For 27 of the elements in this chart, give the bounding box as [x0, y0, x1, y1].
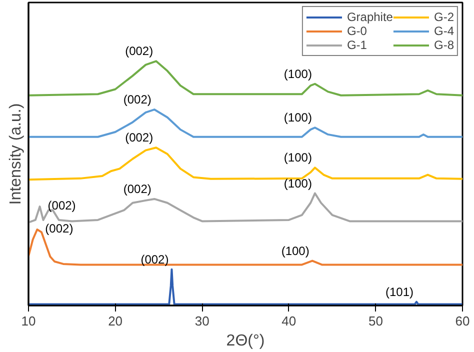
annotation: (100)	[284, 66, 312, 81]
x-tick-label: 40	[282, 314, 296, 328]
annotation: (002)	[125, 44, 154, 58]
annotation: (101)	[385, 284, 414, 299]
annotation: (100)	[284, 150, 312, 165]
legend-label: Graphite	[346, 10, 393, 24]
annotation: (002)	[123, 92, 152, 107]
x-tick-label: 20	[108, 314, 123, 328]
annotation: (100)	[281, 244, 310, 258]
legend-label: G-1	[346, 38, 367, 52]
x-tick-label: 60	[455, 314, 470, 328]
annotation: (002)	[123, 182, 152, 196]
x-tick-label: 30	[194, 314, 210, 328]
annotation: (002)	[125, 130, 154, 145]
legend-label: G-8	[434, 38, 454, 52]
annotation: (100)	[284, 176, 312, 190]
annotation: (100)	[284, 110, 312, 125]
legend-label: G-0	[346, 24, 367, 38]
annotation: (002)	[140, 252, 169, 266]
legend-label: G-2	[434, 10, 454, 24]
annotation: (002)	[45, 222, 74, 236]
x-tick-label: 50	[368, 314, 383, 328]
x-tick-label: 10	[21, 314, 36, 328]
x-axis-title: 2Θ(°)	[226, 332, 265, 350]
y-axis-title: Intensity (a.u.)	[8, 103, 24, 205]
annotation: (002)	[48, 198, 76, 213]
legend-label: G-4	[434, 24, 454, 38]
